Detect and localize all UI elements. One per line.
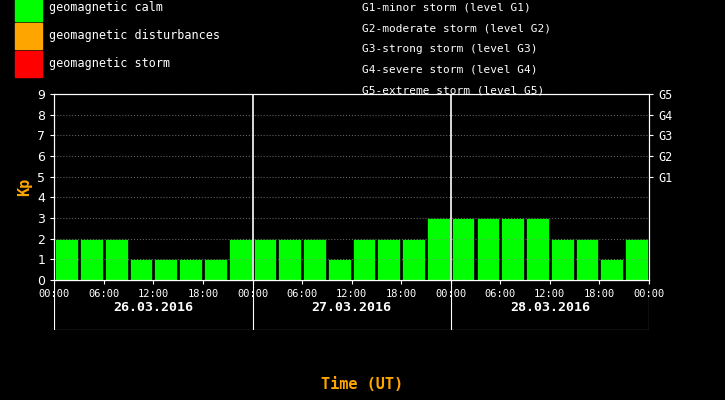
Bar [378, 239, 400, 280]
Bar [452, 218, 474, 280]
Text: G1-minor storm (level G1): G1-minor storm (level G1) [362, 2, 531, 12]
Bar [278, 239, 301, 280]
Bar [402, 239, 425, 280]
Bar [204, 259, 227, 280]
Bar [80, 239, 103, 280]
Bar [328, 259, 351, 280]
Bar [105, 239, 128, 280]
Bar [600, 259, 623, 280]
Text: G4-severe storm (level G4): G4-severe storm (level G4) [362, 64, 538, 74]
Bar [229, 239, 252, 280]
Text: 27.03.2016: 27.03.2016 [312, 301, 392, 314]
Bar [427, 218, 450, 280]
Bar [179, 259, 202, 280]
Bar [154, 259, 177, 280]
Bar [576, 239, 598, 280]
Bar [55, 239, 78, 280]
Text: geomagnetic disturbances: geomagnetic disturbances [49, 29, 220, 42]
Bar [254, 239, 276, 280]
Bar [625, 239, 648, 280]
Bar [14, 22, 42, 49]
Bar [303, 239, 326, 280]
Text: 26.03.2016: 26.03.2016 [113, 301, 194, 314]
Text: G2-moderate storm (level G2): G2-moderate storm (level G2) [362, 23, 552, 33]
Text: geomagnetic storm: geomagnetic storm [49, 58, 170, 70]
Text: geomagnetic calm: geomagnetic calm [49, 1, 163, 14]
Bar [130, 259, 152, 280]
Text: Time (UT): Time (UT) [321, 377, 404, 392]
Bar [14, 0, 42, 21]
Bar [476, 218, 500, 280]
Text: G5-extreme storm (level G5): G5-extreme storm (level G5) [362, 85, 544, 95]
Bar [551, 239, 573, 280]
Bar [14, 51, 42, 77]
Text: 28.03.2016: 28.03.2016 [510, 301, 590, 314]
Bar [526, 218, 549, 280]
Y-axis label: Kp: Kp [17, 178, 32, 196]
Bar [501, 218, 524, 280]
Bar [352, 239, 376, 280]
Text: G3-strong storm (level G3): G3-strong storm (level G3) [362, 44, 538, 54]
